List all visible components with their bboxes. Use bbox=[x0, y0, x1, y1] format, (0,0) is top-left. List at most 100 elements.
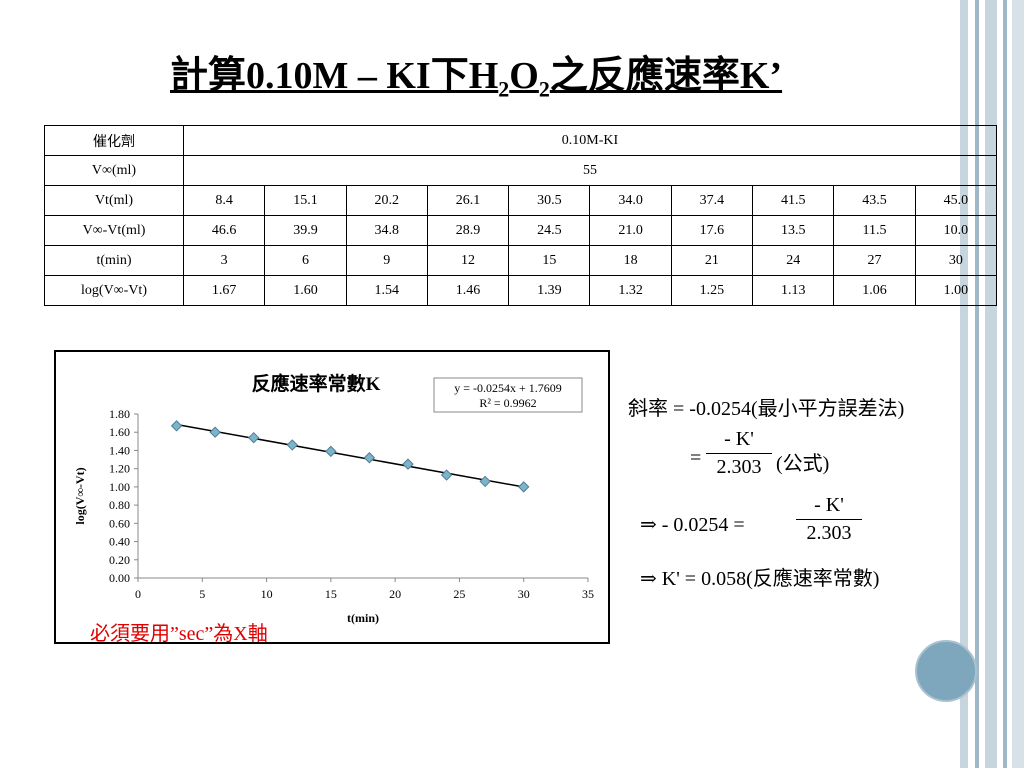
data-point bbox=[440, 469, 453, 481]
chart-title: 反應速率常數K bbox=[252, 372, 381, 395]
table-cell: 1.67 bbox=[182, 275, 266, 306]
x-tick-label: 15 bbox=[325, 587, 337, 601]
table-cell: 13.5 bbox=[752, 215, 835, 246]
table-cell: 46.6 bbox=[182, 215, 266, 246]
stripe-3 bbox=[985, 0, 997, 768]
data-point bbox=[170, 420, 183, 432]
y-axis-label: log(V∞-Vt) bbox=[73, 467, 87, 524]
x-tick-label: 25 bbox=[453, 587, 465, 601]
table-cell: 1.46 bbox=[426, 275, 510, 306]
table-cell: 30.5 bbox=[508, 185, 591, 216]
table-cell: 15 bbox=[508, 245, 591, 276]
table-cell: 39.9 bbox=[264, 215, 347, 246]
table-cell: 1.39 bbox=[508, 275, 591, 306]
data-point bbox=[286, 439, 298, 451]
table-row: log(V∞-Vt) 1.67 1.60 1.54 1.46 1.39 1.32 1.25 1.… bbox=[44, 275, 998, 306]
table-row: Vt(ml) 8.4 15.1 20.2 26.1 30.5 34.0 37.4 41.5 43.… bbox=[44, 185, 998, 216]
table-cell-label: log(V∞-Vt) bbox=[44, 275, 184, 306]
table-cell: 8.4 bbox=[182, 185, 266, 216]
table-row-catalyst: 催化劑 0.10M-KI bbox=[44, 125, 997, 156]
fraction-numerator: - K' bbox=[796, 494, 862, 520]
x-tick-label: 30 bbox=[518, 587, 530, 601]
table-cell: 1.60 bbox=[264, 275, 347, 306]
y-tick-label: 0.80 bbox=[109, 498, 130, 512]
table-cell: 24 bbox=[752, 245, 835, 276]
table-cell: 43.5 bbox=[833, 185, 916, 216]
table-cell: 30 bbox=[914, 245, 998, 276]
table-cell: 21.0 bbox=[589, 215, 672, 246]
y-tick-label: 0.60 bbox=[109, 516, 130, 530]
table-cell: 24.5 bbox=[508, 215, 591, 246]
x-axis-label: t(min) bbox=[347, 611, 379, 625]
y-tick-label: 1.40 bbox=[109, 443, 130, 457]
data-point bbox=[479, 475, 491, 488]
table-cell: 9 bbox=[345, 245, 428, 276]
table-cell: 26.1 bbox=[426, 185, 510, 216]
r-squared-label: R² = 0.9962 bbox=[479, 396, 536, 410]
x-tick-label: 5 bbox=[199, 587, 205, 601]
table-cell: 11.5 bbox=[833, 215, 916, 246]
y-tick-label: 0.40 bbox=[109, 535, 130, 549]
table-cell: 45.0 bbox=[914, 185, 998, 216]
y-tick-label: 0.00 bbox=[109, 571, 130, 585]
stripe-4 bbox=[1003, 0, 1007, 768]
fraction-denominator: 2.303 bbox=[716, 456, 762, 478]
x-tick-label: 10 bbox=[261, 587, 273, 601]
y-tick-label: 0.20 bbox=[109, 553, 130, 567]
y-tick-label: 1.20 bbox=[109, 462, 130, 476]
equation-line-2-fraction: - K' 2.303 bbox=[706, 428, 772, 479]
table-cell: 1.13 bbox=[752, 275, 835, 306]
table-cell: 1.06 bbox=[833, 275, 916, 306]
table-cell: 10.0 bbox=[914, 215, 998, 246]
y-tick-label: 1.80 bbox=[109, 407, 130, 421]
data-table-body: 催化劑 0.10M-KI V∞(ml) 55 Vt(ml) 8.4 15.1 20.2… bbox=[44, 125, 998, 306]
trendline-equation: y = -0.0254x + 1.7609 bbox=[454, 381, 562, 395]
table-cell-label: t(min) bbox=[44, 245, 184, 276]
table-cell: 1.25 bbox=[670, 275, 754, 306]
data-point bbox=[248, 431, 260, 444]
data-point bbox=[518, 481, 530, 493]
table-cell: 18 bbox=[589, 245, 672, 276]
table-cell-label: V∞-Vt(ml) bbox=[44, 215, 184, 246]
equation-line-4: ⇒ K' = 0.058(反應速率常數) bbox=[640, 568, 880, 590]
title-part-b: O bbox=[509, 55, 539, 97]
table-cell: 20.2 bbox=[345, 185, 428, 216]
table-cell: 3 bbox=[182, 245, 266, 276]
stripe-1 bbox=[960, 0, 968, 768]
equation-box bbox=[433, 377, 583, 413]
y-tick-label: 1.60 bbox=[109, 425, 130, 439]
x-tick-label: 20 bbox=[389, 587, 401, 601]
data-point bbox=[363, 452, 376, 464]
equation-line-1: 斜率 = -0.0254(最小平方誤差法) bbox=[628, 398, 905, 420]
table-cell: 15.1 bbox=[264, 185, 347, 216]
table-row: V∞-Vt(ml) 46.6 39.9 34.8 28.9 24.5 21.0 17.6 13.… bbox=[44, 215, 998, 246]
title-sub-2: 2 bbox=[538, 76, 550, 102]
chart-container: 反應速率常數K 0.00 0.20 0.40 0.60 0.80 1.00 1.20 1.40 1… bbox=[54, 350, 610, 644]
stripe-2 bbox=[975, 0, 979, 768]
table-cell: 28.9 bbox=[426, 215, 510, 246]
trendline bbox=[176, 423, 524, 488]
red-note: 必須要用”sec”為X軸 bbox=[90, 623, 268, 645]
table-cell-value: 0.10M-KI bbox=[183, 125, 997, 156]
table-cell-label: 催化劑 bbox=[44, 125, 184, 156]
scatter-chart: 反應速率常數K 0.00 0.20 0.40 0.60 0.80 1.00 1.20 1.40 1… bbox=[73, 372, 594, 625]
table-cell: 1.32 bbox=[589, 275, 672, 306]
equation-line-2-suffix: (公式) bbox=[776, 453, 830, 475]
data-point bbox=[402, 458, 414, 470]
data-point bbox=[325, 445, 337, 458]
y-tick-label: 1.00 bbox=[109, 480, 130, 494]
table-cell: 1.54 bbox=[345, 275, 428, 306]
table-row-vinf: V∞(ml) 55 bbox=[44, 155, 997, 186]
table-cell: 34.0 bbox=[589, 185, 672, 216]
table-cell-label: Vt(ml) bbox=[44, 185, 184, 216]
title-part-a: 計算0.10M – KI下H bbox=[170, 55, 499, 97]
table-cell: 6 bbox=[264, 245, 347, 276]
table-cell: 17.6 bbox=[670, 215, 754, 246]
table-cell: 12 bbox=[426, 245, 510, 276]
table-cell: 21 bbox=[670, 245, 754, 276]
table-cell: 41.5 bbox=[752, 185, 835, 216]
decorative-circle bbox=[915, 640, 977, 702]
table-cell-value: 55 bbox=[183, 155, 997, 186]
title-sub-1: 2 bbox=[498, 76, 510, 102]
x-tick-label: 35 bbox=[582, 587, 594, 601]
